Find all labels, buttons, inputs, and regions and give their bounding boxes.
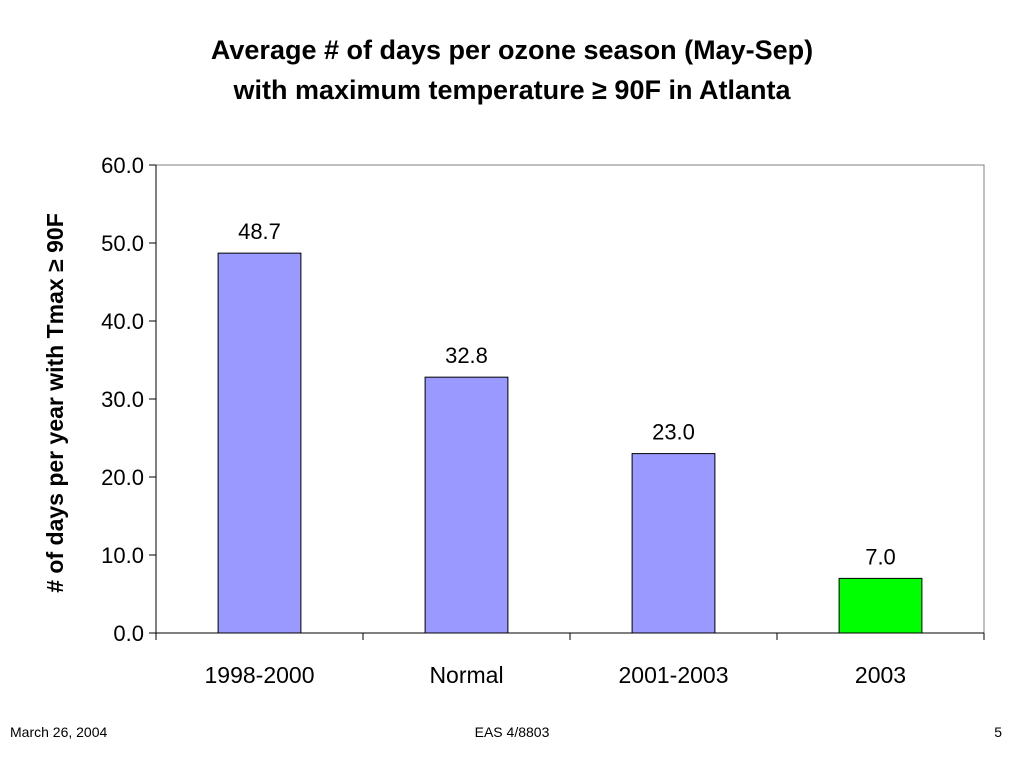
y-tick-label: 40.0 bbox=[101, 309, 144, 334]
bar bbox=[838, 577, 923, 634]
x-tick-label: 1998-2000 bbox=[205, 662, 315, 688]
footer-course: EAS 4/8803 bbox=[474, 724, 550, 740]
bar-value-label: 32.8 bbox=[445, 343, 488, 368]
bars: 48.7 32.8 23.0 7.0 bbox=[217, 219, 923, 634]
bar-value-label: 7.0 bbox=[865, 544, 896, 569]
y-axis: 0.0 10.0 20.0 30.0 40.0 50.0 60.0 bbox=[101, 153, 157, 646]
y-axis-label: # of days per year with Tmax ≥ 90F bbox=[42, 213, 68, 593]
bar-value-label: 23.0 bbox=[652, 420, 695, 445]
x-tick-label: 2001-2003 bbox=[619, 662, 729, 688]
chart-title: Average # of days per ozone season (May-… bbox=[0, 30, 1024, 110]
y-tick-label: 10.0 bbox=[101, 543, 144, 568]
chart-title-line-1: Average # of days per ozone season (May-… bbox=[210, 35, 814, 65]
y-tick-label: 20.0 bbox=[101, 465, 144, 490]
y-tick-label: 30.0 bbox=[101, 387, 144, 412]
footer-date: March 26, 2004 bbox=[10, 724, 108, 740]
x-tick-label: Normal bbox=[429, 662, 503, 688]
y-tick-label: 0.0 bbox=[113, 621, 144, 646]
bar bbox=[217, 252, 302, 634]
y-tick-label: 50.0 bbox=[101, 231, 144, 256]
chart-title-line-2: with maximum temperature ≥ 90F in Atlant… bbox=[233, 75, 791, 105]
y-tick-label: 60.0 bbox=[101, 153, 144, 178]
x-axis: 1998-2000 Normal 2001-2003 2003 bbox=[155, 632, 985, 688]
footer-page-number: 5 bbox=[994, 724, 1002, 740]
bar bbox=[631, 453, 716, 634]
x-tick-label: 2003 bbox=[855, 662, 906, 688]
bar-value-label: 48.7 bbox=[238, 219, 281, 244]
bar bbox=[424, 376, 509, 634]
